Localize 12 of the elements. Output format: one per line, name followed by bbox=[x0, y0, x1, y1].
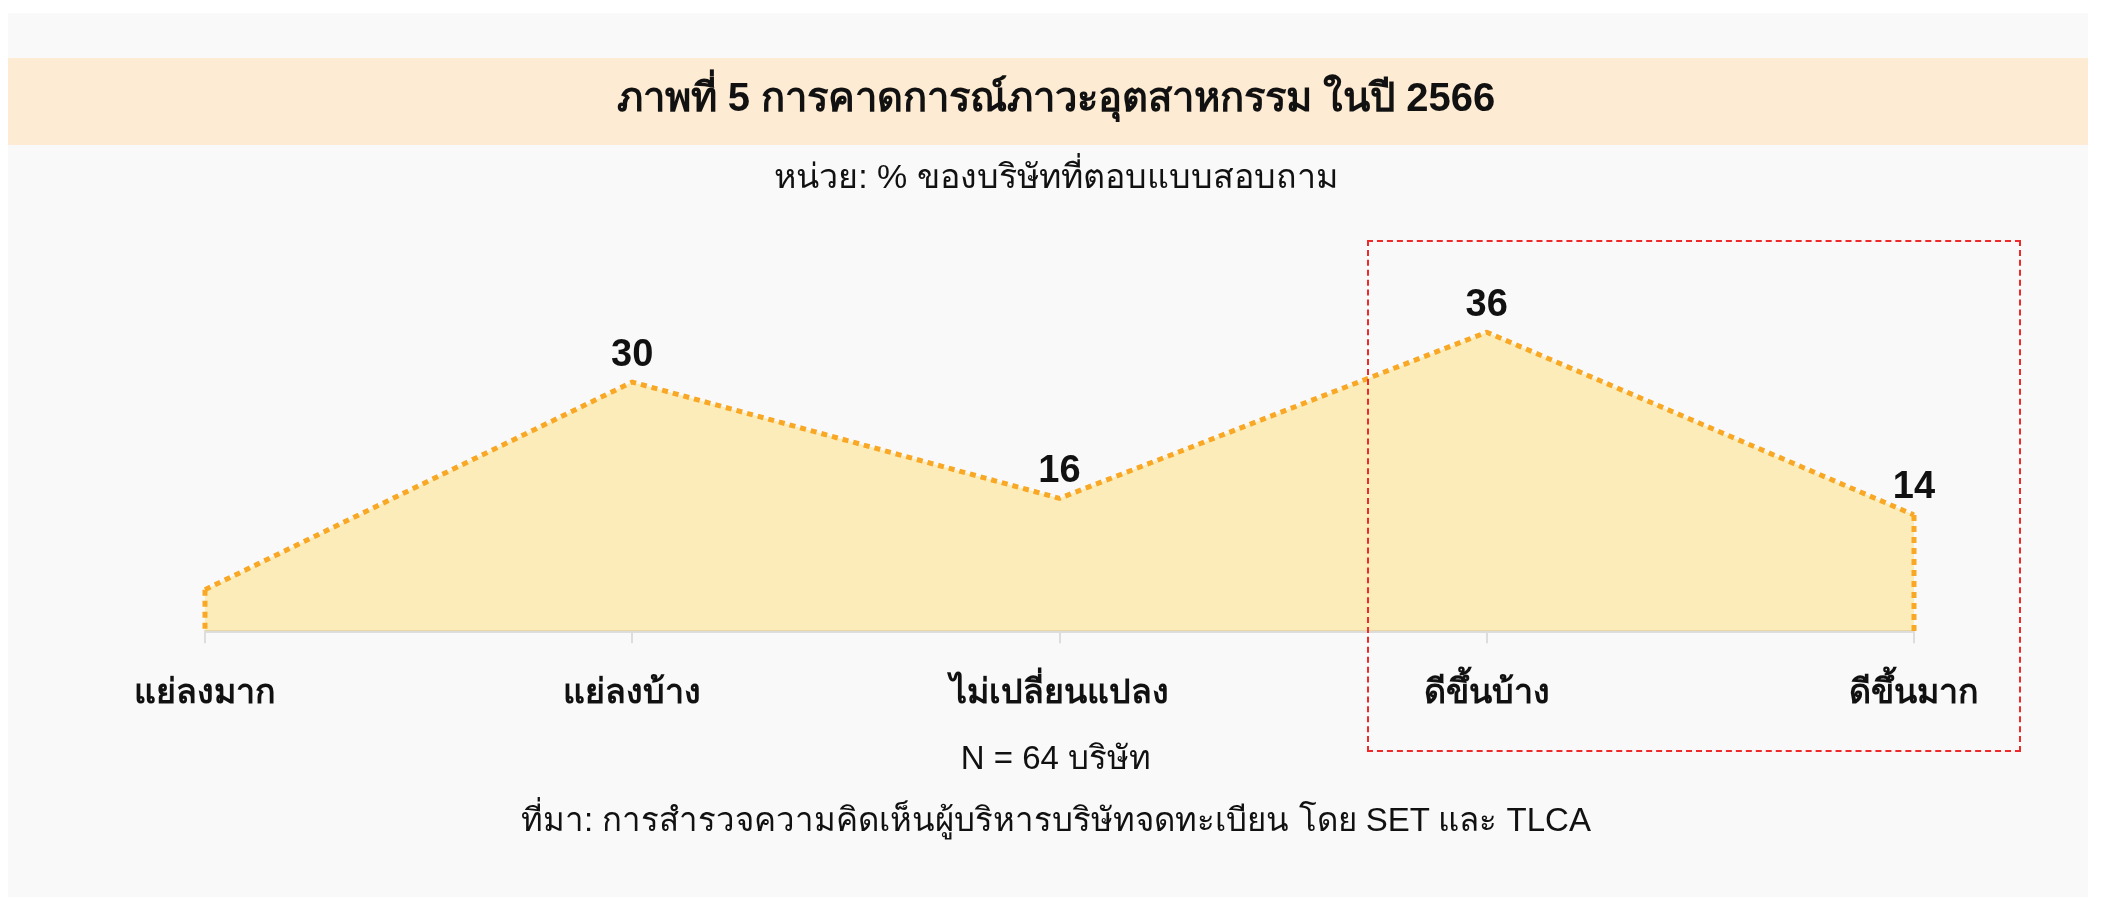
text: N = 64 บริษัท bbox=[960, 738, 1152, 778]
x-tick-label: แย่ลงบ้าง bbox=[563, 671, 702, 710]
data-label: 16 bbox=[1038, 447, 1081, 490]
data-label: 30 bbox=[611, 331, 654, 374]
data-label: 14 bbox=[1892, 464, 1936, 507]
x-tick-label: ไม่เปลี่ยนแปลง bbox=[947, 666, 1169, 710]
data-label: 36 bbox=[1465, 281, 1508, 324]
chart-subtitle: หน่วย: % ของบริษัทที่ตอบแบบสอบถาม bbox=[774, 154, 1338, 197]
x-tick-label: ดีขึ้นบ้าง bbox=[1423, 665, 1550, 710]
x-tick-label: แย่ลงมาก bbox=[134, 671, 276, 710]
x-tick-label: ดีขึ้นมาก bbox=[1849, 665, 1979, 710]
text: ที่มา: การสำรวจความคิดเห็นผู้บริหารบริษัทจดทะเบียน โดย SET และ TLCA bbox=[521, 798, 1591, 842]
